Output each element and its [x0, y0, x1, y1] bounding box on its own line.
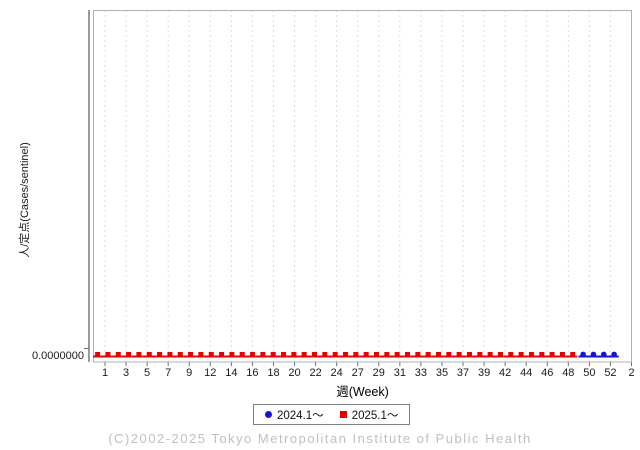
- svg-text:12: 12: [204, 367, 216, 379]
- svg-text:20: 20: [288, 367, 300, 379]
- svg-text:24: 24: [331, 367, 343, 379]
- svg-text:52: 52: [604, 367, 616, 379]
- svg-text:31: 31: [394, 367, 406, 379]
- svg-text:35: 35: [436, 367, 448, 379]
- svg-text:1: 1: [102, 367, 108, 379]
- svg-text:50: 50: [583, 367, 595, 379]
- svg-text:9: 9: [186, 367, 192, 379]
- svg-text:39: 39: [478, 367, 490, 379]
- svg-text:46: 46: [541, 367, 553, 379]
- svg-text:14: 14: [225, 367, 237, 379]
- svg-text:2: 2: [628, 367, 634, 379]
- legend-square-marker-icon: [339, 411, 347, 418]
- svg-text:42: 42: [499, 367, 511, 379]
- svg-text:44: 44: [520, 367, 532, 379]
- copyright-text: (C)2002-2025 Tokyo Metropolitan Institut…: [108, 431, 532, 446]
- y-axis-tick-label: 0.0000000: [32, 350, 84, 362]
- legend: 2024.1～ 2025.1～: [253, 404, 411, 425]
- legend-circle-marker-icon: [265, 411, 272, 418]
- legend-item-2025: 2025.1～: [339, 407, 399, 423]
- legend-item-2024: 2024.1～: [265, 407, 324, 423]
- svg-text:29: 29: [373, 367, 385, 379]
- svg-text:5: 5: [144, 367, 150, 379]
- svg-text:16: 16: [246, 367, 258, 379]
- svg-text:22: 22: [309, 367, 321, 379]
- svg-text:27: 27: [352, 367, 364, 379]
- x-axis-title: 週(Week): [336, 385, 389, 399]
- svg-text:33: 33: [415, 367, 427, 379]
- svg-text:3: 3: [123, 367, 129, 379]
- svg-text:7: 7: [165, 367, 171, 379]
- plot-area: 1 3 5 7 9 12 14 16 18 20 22 24 27 29 31 33 35 37 39 42 44 46 4…: [84, 10, 635, 379]
- svg-text:37: 37: [457, 367, 469, 379]
- svg-text:48: 48: [562, 367, 574, 379]
- legend-label-2025: 2025.1～: [351, 409, 399, 422]
- legend-label-2024: 2024.1～: [277, 409, 324, 422]
- svg-text:18: 18: [267, 367, 279, 379]
